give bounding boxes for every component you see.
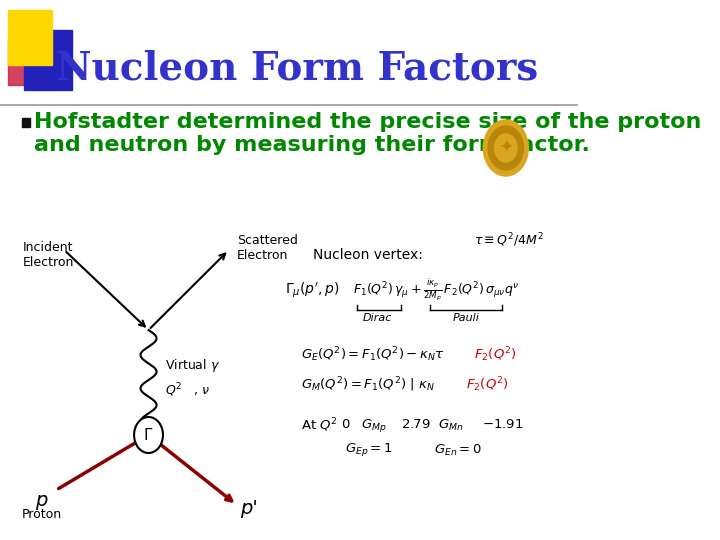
Bar [22,118,30,127]
Bar [8,40,44,85]
Text: $\Gamma_\mu(p^\prime, p)$: $\Gamma_\mu(p^\prime, p)$ [285,280,340,300]
Text: $Q^2$   , $\nu$: $Q^2$ , $\nu$ [165,381,210,399]
Circle shape [488,126,523,170]
Text: p': p' [240,498,258,517]
Circle shape [495,134,517,162]
Circle shape [134,417,163,453]
Text: Proton: Proton [22,509,62,522]
Text: $\Gamma$: $\Gamma$ [143,427,153,443]
Text: Hofstadter determined the precise size of the proton: Hofstadter determined the precise size o… [34,112,701,132]
Text: $0$: $0$ [341,418,351,431]
Text: $G_{Ep} = 1$: $G_{Ep} = 1$ [345,442,393,458]
Text: p: p [35,490,48,510]
Bar [8,10,52,65]
Text: $G_{Mp}$: $G_{Mp}$ [361,416,387,434]
Text: $G_E(Q^2) = F_1(Q^2) - \kappa_N\tau\,$: $G_E(Q^2) = F_1(Q^2) - \kappa_N\tau\,$ [301,346,445,365]
Text: Pauli: Pauli [452,313,479,323]
Text: Incident
Electron: Incident Electron [22,241,74,269]
Text: Dirac: Dirac [363,313,392,323]
Text: $2.79$: $2.79$ [402,418,431,431]
Text: $F_2(Q^2)$: $F_2(Q^2)$ [474,346,516,365]
Text: At $Q^2$: At $Q^2$ [301,416,338,434]
Text: Virtual $\gamma$: Virtual $\gamma$ [165,356,220,374]
Text: Nucleon Form Factors: Nucleon Form Factors [56,49,538,87]
Circle shape [483,120,528,176]
Text: $G_{En} = 0$: $G_{En} = 0$ [433,442,482,457]
Text: $-1.91$: $-1.91$ [482,418,523,431]
Text: Nucleon vertex:: Nucleon vertex: [313,248,423,262]
Text: and neutron by measuring their form factor.: and neutron by measuring their form fact… [34,135,590,155]
Text: $G_M(Q^2) = F_1(Q^2)\ |\ \kappa_N$: $G_M(Q^2) = F_1(Q^2)\ |\ \kappa_N$ [301,376,435,394]
Text: $F_1(Q^2)\,\gamma_\mu + \frac{i\kappa_p}{2M_p}\,F_2(Q^2)\,\sigma_{\mu\nu}q^\nu$: $F_1(Q^2)\,\gamma_\mu + \frac{i\kappa_p}… [354,277,520,303]
Text: ✦: ✦ [499,139,513,157]
Text: Scattered
Electron: Scattered Electron [237,234,298,262]
Text: $G_{Mn}$: $G_{Mn}$ [438,417,463,433]
Text: $\tau \equiv Q^2/4M^2$: $\tau \equiv Q^2/4M^2$ [474,231,544,249]
Text: $F_2(Q^2)$: $F_2(Q^2)$ [466,376,508,394]
Bar [24,30,72,90]
